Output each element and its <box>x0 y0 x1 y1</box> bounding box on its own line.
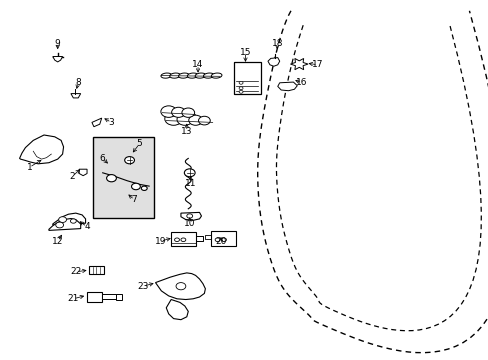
Circle shape <box>131 183 140 190</box>
Polygon shape <box>277 82 297 91</box>
Ellipse shape <box>178 73 189 78</box>
Text: 5: 5 <box>136 139 142 148</box>
Text: 17: 17 <box>311 60 323 69</box>
Text: 12: 12 <box>52 237 63 246</box>
Ellipse shape <box>161 73 171 78</box>
Circle shape <box>70 219 76 223</box>
Circle shape <box>239 90 243 93</box>
Polygon shape <box>290 58 307 70</box>
Text: 13: 13 <box>181 127 192 136</box>
Ellipse shape <box>187 73 198 78</box>
Circle shape <box>176 283 185 290</box>
Text: 1: 1 <box>26 163 32 172</box>
Text: 4: 4 <box>84 222 90 231</box>
Text: 22: 22 <box>70 267 81 276</box>
Text: 9: 9 <box>55 39 61 48</box>
Bar <box>211 231 235 246</box>
Polygon shape <box>49 219 81 230</box>
Polygon shape <box>267 58 279 66</box>
Bar <box>87 292 102 302</box>
Circle shape <box>239 87 243 90</box>
Circle shape <box>164 112 182 125</box>
Bar <box>233 62 260 94</box>
Polygon shape <box>53 57 62 62</box>
Circle shape <box>198 116 210 125</box>
Circle shape <box>239 81 243 84</box>
Circle shape <box>186 214 192 218</box>
Circle shape <box>174 238 179 242</box>
Text: 6: 6 <box>100 154 105 163</box>
Circle shape <box>188 115 202 125</box>
Circle shape <box>161 106 176 117</box>
Circle shape <box>106 175 116 182</box>
Bar <box>116 294 122 300</box>
Text: 19: 19 <box>154 237 166 246</box>
Ellipse shape <box>203 73 214 78</box>
Ellipse shape <box>195 73 205 78</box>
Circle shape <box>171 107 185 117</box>
Polygon shape <box>166 300 188 320</box>
Circle shape <box>182 108 194 117</box>
Text: 8: 8 <box>75 78 81 87</box>
Text: 2: 2 <box>69 172 75 181</box>
Bar <box>89 266 104 274</box>
Circle shape <box>184 169 195 177</box>
Text: 16: 16 <box>296 78 307 87</box>
Polygon shape <box>71 94 81 98</box>
Circle shape <box>56 222 63 228</box>
Text: 18: 18 <box>271 39 283 48</box>
Circle shape <box>215 238 220 242</box>
Polygon shape <box>155 273 205 300</box>
Text: 14: 14 <box>192 60 203 69</box>
Text: 11: 11 <box>184 179 196 188</box>
Polygon shape <box>20 135 63 164</box>
Text: 21: 21 <box>67 294 79 303</box>
Text: 15: 15 <box>239 48 251 57</box>
Circle shape <box>124 157 134 164</box>
Polygon shape <box>79 169 87 176</box>
Text: 10: 10 <box>183 219 195 228</box>
Circle shape <box>221 238 226 242</box>
Bar <box>102 294 117 299</box>
Circle shape <box>141 186 147 190</box>
Polygon shape <box>53 213 85 225</box>
Polygon shape <box>92 118 102 127</box>
Bar <box>171 232 195 246</box>
Ellipse shape <box>211 73 222 78</box>
Bar <box>93 137 154 218</box>
Text: 20: 20 <box>215 237 226 246</box>
Text: 7: 7 <box>131 195 137 204</box>
Polygon shape <box>181 212 201 220</box>
Text: 3: 3 <box>108 118 114 127</box>
Circle shape <box>181 238 185 242</box>
Text: 23: 23 <box>137 282 149 291</box>
Ellipse shape <box>169 73 180 78</box>
Circle shape <box>177 114 192 125</box>
Circle shape <box>59 217 66 222</box>
